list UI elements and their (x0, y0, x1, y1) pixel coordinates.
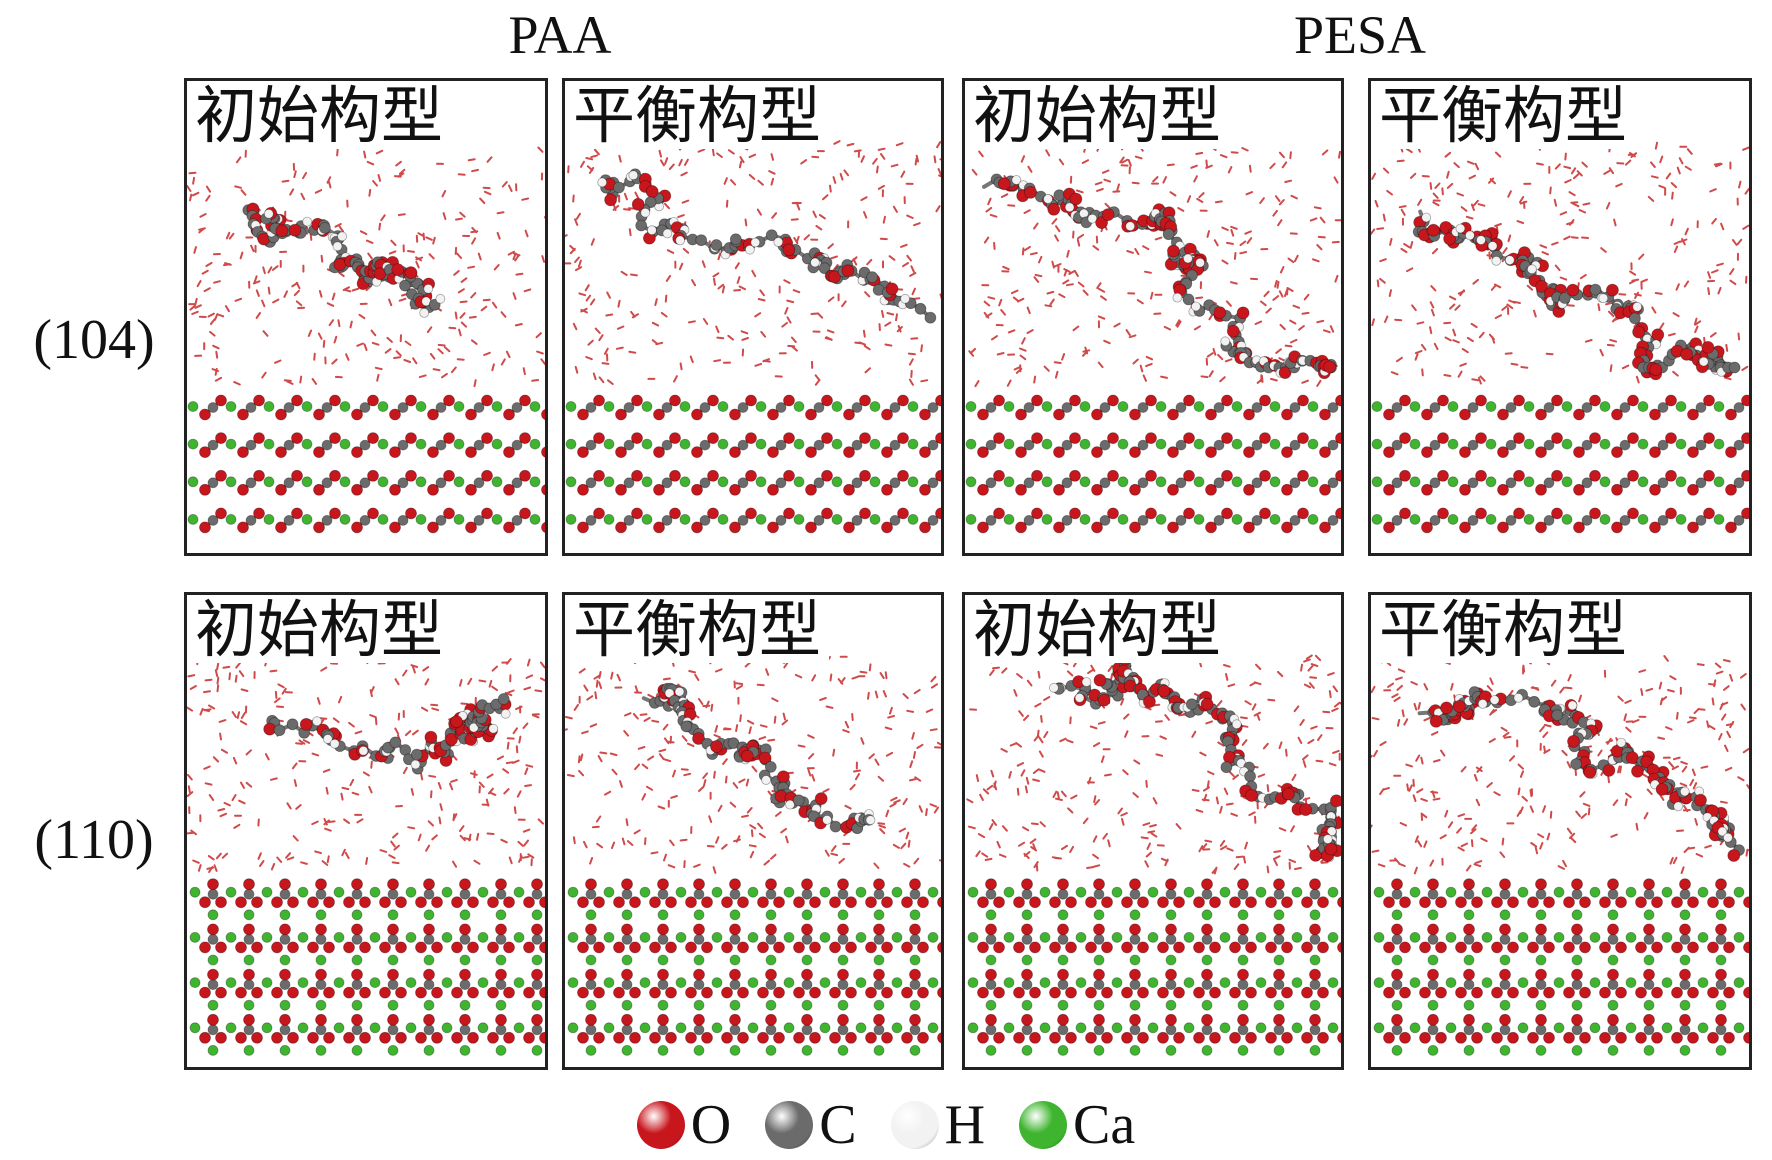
legend-item-calcium: Ca (1019, 1093, 1135, 1157)
panel-label-initial: 初始构型 (191, 597, 452, 663)
panel-label-initial: 初始构型 (969, 83, 1230, 149)
panel-label-equilibrium: 平衡构型 (1375, 83, 1636, 149)
row-label-110: (110) (34, 809, 154, 871)
panel-label-initial: 初始构型 (969, 597, 1230, 663)
molecular-snapshot (565, 140, 941, 534)
legend-item-carbon: C (765, 1093, 857, 1157)
legend-label: H (944, 1094, 986, 1156)
panel-paa-110-initial: 初始构型 (184, 592, 548, 1070)
legend-label: O (690, 1094, 732, 1156)
panel-pesa-110-initial: 初始构型 (962, 592, 1344, 1070)
oxygen-ball-icon (636, 1101, 685, 1149)
molecular-snapshot (187, 656, 545, 1056)
panel-label-equilibrium: 平衡构型 (569, 83, 830, 149)
molecular-snapshot (965, 142, 1341, 534)
legend-item-hydrogen: H (890, 1093, 986, 1157)
panel-pesa-104-equilibrium: 平衡构型 (1368, 78, 1752, 556)
column-header-pesa: PESA (1293, 5, 1427, 65)
column-header-paa: PAA (508, 5, 612, 65)
molecular-snapshot (966, 653, 1341, 1056)
atom-legend: O C H Ca (0, 1090, 1772, 1160)
panel-paa-104-equilibrium: 平衡构型 (562, 78, 944, 556)
panel-paa-110-equilibrium: 平衡构型 (562, 592, 944, 1070)
panel-pesa-104-initial: 初始构型 (962, 78, 1344, 556)
molecular-snapshot (1371, 654, 1749, 1056)
panel-label-initial: 初始构型 (191, 83, 452, 149)
molecular-snapshot (565, 654, 941, 1056)
legend-item-oxygen: O (636, 1093, 732, 1157)
panel-paa-104-initial: 初始构型 (184, 78, 548, 556)
molecular-snapshot (187, 140, 545, 534)
panel-pesa-110-equilibrium: 平衡构型 (1368, 592, 1752, 1070)
panel-label-equilibrium: 平衡构型 (569, 597, 830, 663)
legend-label: C (819, 1094, 857, 1156)
row-label-104: (104) (33, 309, 155, 371)
hydrogen-ball-icon (890, 1101, 939, 1149)
calcium-ball-icon (1019, 1101, 1068, 1149)
molecular-snapshot (1371, 141, 1749, 534)
carbon-ball-icon (765, 1101, 814, 1149)
panel-label-equilibrium: 平衡构型 (1375, 597, 1636, 663)
legend-label: Ca (1073, 1094, 1136, 1156)
